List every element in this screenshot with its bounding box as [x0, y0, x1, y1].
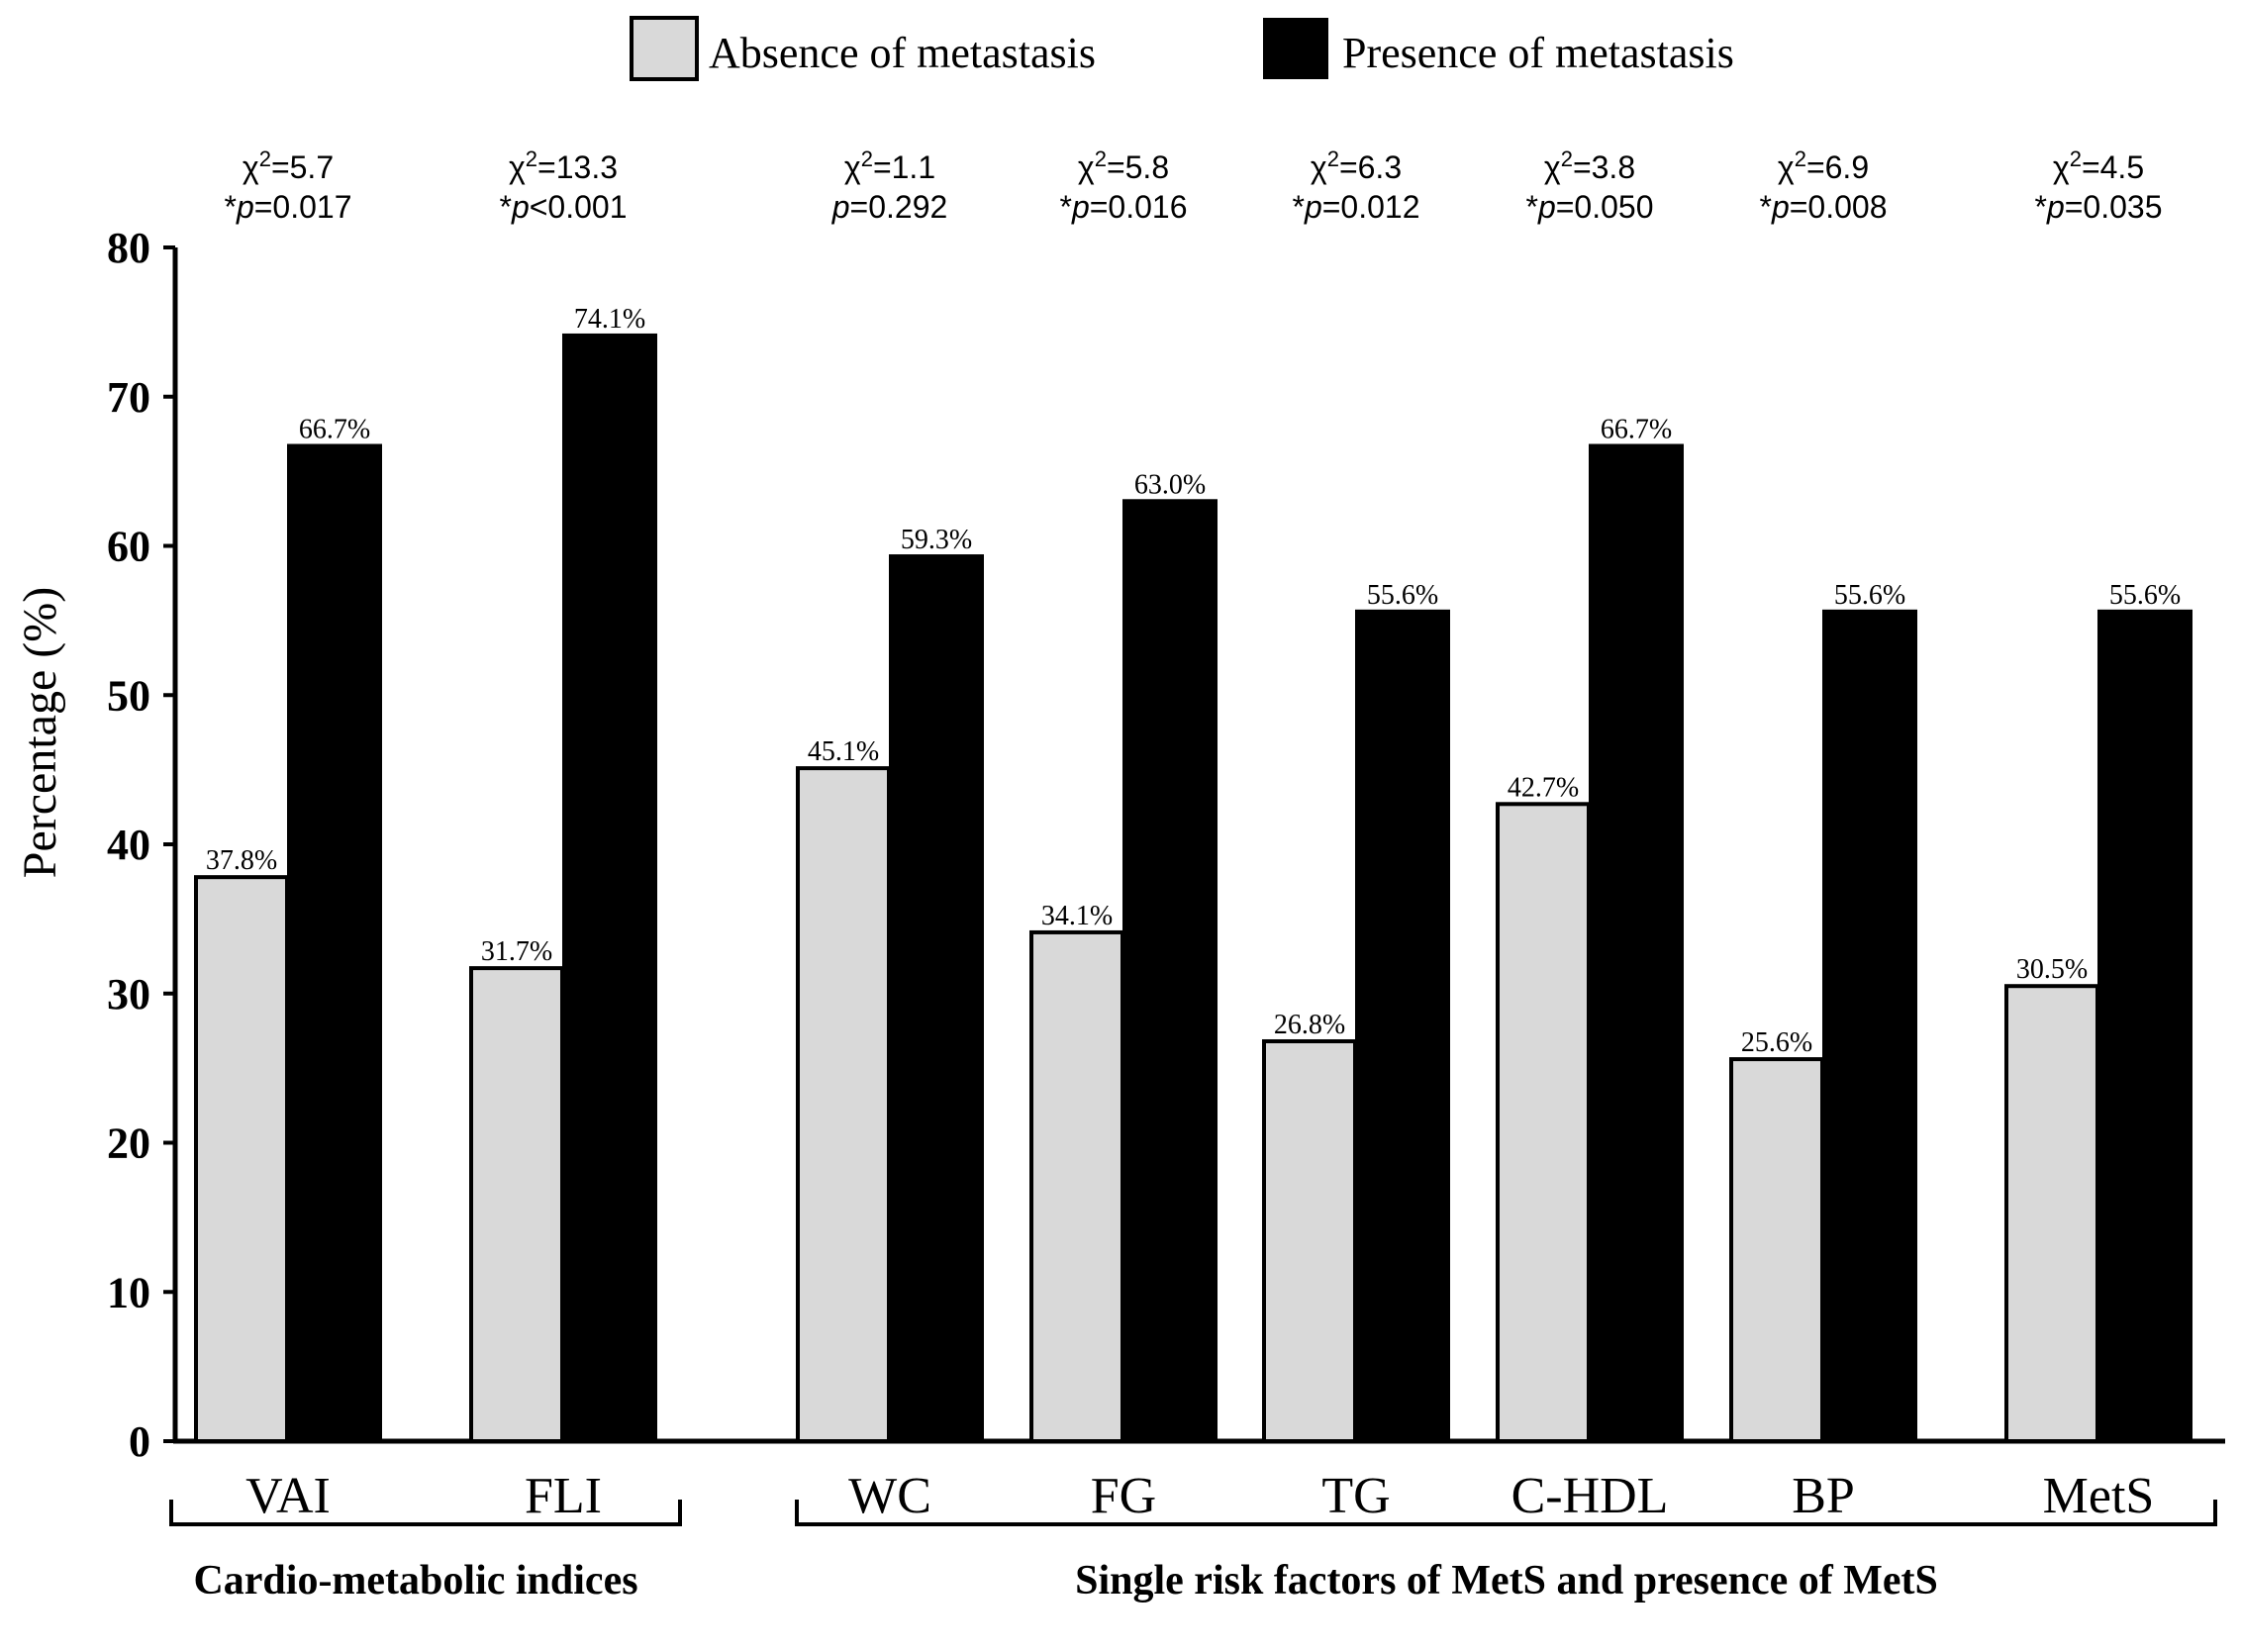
value-label-absence: 37.8% [206, 845, 277, 876]
bar-absence [796, 766, 891, 1443]
category-label: VAI [245, 1468, 331, 1524]
value-label-absence: 45.1% [808, 736, 879, 767]
y-axis-label: Percentage (%) [14, 587, 66, 879]
y-tick-label: 40 [107, 821, 150, 869]
p-value-label: *p=0.035 [2034, 189, 2162, 225]
p-value-label: *p=0.050 [1525, 189, 1653, 225]
bar-presence [889, 554, 984, 1443]
value-label-absence: 30.5% [2016, 954, 2088, 985]
value-label-presence: 66.7% [299, 414, 370, 444]
bar-presence [1122, 499, 1218, 1443]
chi-square-label: χ2=13.3 [509, 146, 618, 185]
bar-presence [2097, 609, 2192, 1443]
chi-square-label: χ2=1.1 [844, 146, 935, 185]
p-value-label: *p=0.017 [224, 189, 351, 225]
bar-absence [1262, 1038, 1357, 1443]
stat-annotations: χ2=5.7 *p=0.017 χ2=13.3 *p<0.001 χ2=1.1 p=0.2… [224, 146, 2162, 225]
bar-absence [194, 875, 289, 1443]
p-value-label: *p=0.012 [1292, 189, 1419, 225]
category-label: BP [1792, 1468, 1855, 1524]
bar-absence [2004, 984, 2099, 1444]
y-tick-label: 80 [107, 224, 150, 272]
bar-absence [1496, 802, 1591, 1443]
category-label: FLI [525, 1468, 602, 1524]
chi-square-label: χ2=5.7 [243, 146, 334, 185]
legend-swatch-presence [1263, 18, 1328, 79]
chi-square-label: χ2=4.5 [2053, 146, 2144, 185]
value-label-presence: 63.0% [1134, 469, 1206, 500]
category-label: MetS [2043, 1468, 2155, 1524]
category-labels: VAI FLI WC FG TG C-HDL BP MetS [245, 1468, 2154, 1524]
bar-presence [1355, 609, 1450, 1443]
bar-presence [562, 333, 657, 1443]
bar-presence [1822, 609, 1917, 1443]
legend-swatch-absence [630, 16, 699, 81]
value-label-presence: 55.6% [1367, 580, 1438, 611]
legend: Absence of metastasis Presence of metast… [630, 16, 1734, 81]
bar-presence [1589, 443, 1684, 1443]
value-label-presence: 66.7% [1601, 414, 1672, 444]
group-bracket-single-risk: Single risk factors of MetS and presence… [795, 1500, 2217, 1603]
bar-absence [1729, 1057, 1824, 1443]
category-label: C-HDL [1511, 1468, 1669, 1524]
value-label-presence: 74.1% [574, 304, 645, 335]
bar-presence [287, 443, 382, 1443]
chi-square-label: χ2=6.3 [1311, 146, 1402, 185]
y-tick-label: 50 [107, 671, 150, 720]
value-label-presence: 55.6% [2109, 580, 2181, 611]
value-label-absence: 26.8% [1274, 1010, 1345, 1040]
legend-label-absence: Absence of metastasis [709, 29, 1096, 77]
p-value-label: *p=0.008 [1759, 189, 1887, 225]
value-label-absence: 25.6% [1741, 1027, 1812, 1058]
value-label-presence: 55.6% [1834, 580, 1905, 611]
value-label-presence: 59.3% [901, 525, 972, 555]
y-tick-label: 20 [107, 1119, 150, 1168]
group-bracket-cardio: Cardio-metabolic indices [169, 1500, 682, 1603]
group-label-single-risk: Single risk factors of MetS and presence… [1075, 1558, 1938, 1603]
bar-absence [469, 966, 564, 1443]
p-value-label: *p=0.016 [1059, 189, 1187, 225]
group-label-cardio: Cardio-metabolic indices [193, 1558, 637, 1603]
bars [194, 333, 2192, 1444]
chi-square-label: χ2=3.8 [1544, 146, 1635, 185]
legend-label-presence: Presence of metastasis [1342, 29, 1734, 77]
category-label: FG [1091, 1468, 1156, 1524]
p-value-label: *p<0.001 [499, 189, 627, 225]
value-label-absence: 42.7% [1508, 772, 1579, 803]
chi-square-label: χ2=5.8 [1078, 146, 1169, 185]
y-tick-label: 60 [107, 523, 150, 571]
category-label: TG [1321, 1468, 1390, 1524]
y-tick-label: 70 [107, 373, 150, 422]
y-tick-label: 0 [129, 1417, 150, 1466]
chi-square-label: χ2=6.9 [1778, 146, 1869, 185]
y-ticks: 0 10 20 30 40 50 60 70 80 [107, 224, 175, 1466]
p-value-label: p=0.292 [831, 189, 948, 225]
value-label-absence: 31.7% [481, 936, 552, 967]
y-tick-label: 10 [107, 1268, 150, 1316]
value-labels: 37.8% 66.7% 31.7% 74.1% 45.1% 59.3% 34.1% 63.0%… [206, 304, 2181, 1058]
category-label: WC [848, 1468, 931, 1524]
y-tick-label: 30 [107, 970, 150, 1019]
value-label-absence: 34.1% [1041, 901, 1113, 931]
bar-absence [1029, 929, 1124, 1443]
